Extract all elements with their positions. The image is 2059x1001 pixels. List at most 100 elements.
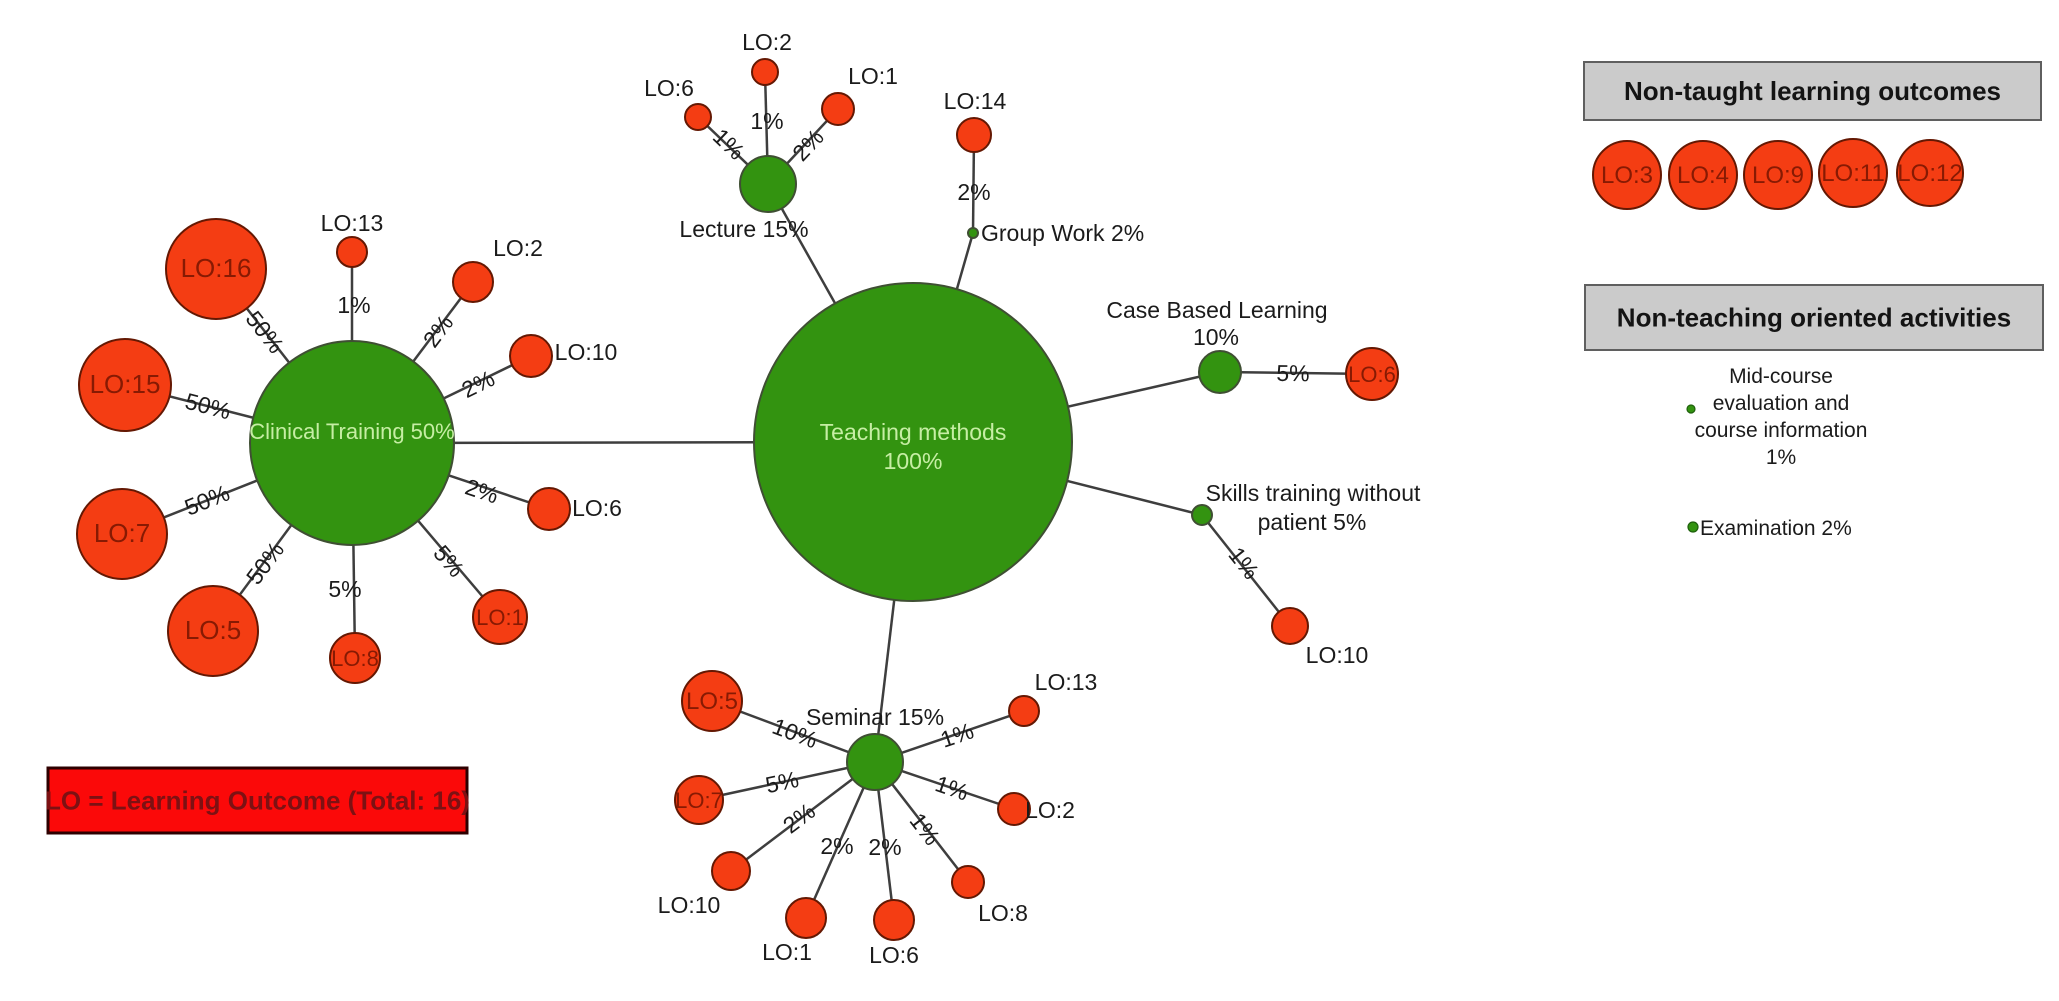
node-sem-lo6-label: LO:6 <box>869 942 919 968</box>
node-nt-lo4 <box>1668 140 1738 210</box>
node-groupwork-label: Group Work 2% <box>981 220 1144 246</box>
edge-cbl-cbl-lo6-percent: 5% <box>1276 360 1310 386</box>
node-ct-lo2 <box>452 261 494 303</box>
node-nt-lo9-text: LO:9 <box>1752 162 1804 189</box>
node-ct-lo15-text: LO:15 <box>90 369 161 399</box>
edge-groupwork-gw-lo14-percent: 2% <box>957 179 990 205</box>
node-ct-lo7-text: LO:7 <box>94 518 150 548</box>
node-nt-lo9 <box>1743 140 1813 210</box>
node-ct-lo13 <box>336 236 368 268</box>
edge-skills-sk-lo10 <box>1201 514 1291 627</box>
node-lec-lo1-label: LO:1 <box>848 63 898 89</box>
node-gw-lo14-label: LO:14 <box>944 88 1007 114</box>
node-ct-lo5-text: LO:5 <box>185 615 241 645</box>
edge-clinical-ct-lo8-percent: 5% <box>328 576 361 602</box>
node-sem-lo5-text: LO:5 <box>686 688 738 715</box>
node-sk-lo10 <box>1271 607 1309 645</box>
midcourse-text-line-0: Mid-course <box>1729 365 1833 388</box>
non-teaching-header-title: Non-teaching oriented activities <box>1617 303 2011 333</box>
node-sem-lo2-label: LO:2 <box>1025 797 1075 823</box>
node-nt-lo12-text: LO:12 <box>1897 160 1962 187</box>
midcourse-text-line-3: 1% <box>1766 446 1796 469</box>
node-cbl-label-1: 10% <box>1193 324 1239 350</box>
node-ct-lo15 <box>78 338 172 432</box>
node-sem-lo1-label: LO:1 <box>762 939 812 965</box>
legend-box <box>46 766 469 835</box>
node-sem-lo1 <box>785 897 827 939</box>
node-ct-lo8 <box>329 632 381 684</box>
non-teaching-header-box <box>1584 284 2044 351</box>
node-seminar <box>846 733 904 791</box>
non-taught-header-box <box>1583 61 2042 121</box>
edge-seminar-sem-lo1-percent: 2% <box>820 833 853 859</box>
node-lec-lo6-label: LO:6 <box>644 75 694 101</box>
panels: Non-taught learning outcomes Non-teaching… <box>45 61 2044 835</box>
node-sem-lo8 <box>951 865 985 899</box>
midcourse-text-line-1: evaluation and <box>1713 392 1850 415</box>
node-nt-lo3 <box>1592 140 1662 210</box>
node-sem-lo7-text: LO:7 <box>675 788 723 813</box>
node-ct-lo5 <box>167 585 259 677</box>
node-lec-lo2 <box>751 58 779 86</box>
node-ct-lo6-label: LO:6 <box>572 495 622 521</box>
node-nt-lo3-text: LO:3 <box>1601 162 1653 189</box>
edge-seminar-sem-lo7 <box>698 760 876 802</box>
node-teaching <box>753 282 1073 602</box>
node-ct-lo8-text: LO:8 <box>331 646 379 671</box>
node-sem-lo2 <box>997 792 1031 826</box>
node-ct-lo16 <box>165 218 267 320</box>
legend-text: LO = Learning Outcome (Total: 16) <box>45 786 470 816</box>
examination-text-line-0: Examination 2% <box>1700 517 1852 540</box>
node-ct-lo13-label: LO:13 <box>321 210 384 236</box>
node-ct-lo16-text: LO:16 <box>181 253 252 283</box>
node-labels: Teaching methods 100% Clinical Training 50… <box>90 29 1963 968</box>
node-gw-lo14 <box>956 117 992 153</box>
node-groupwork <box>967 227 979 239</box>
node-clinical-text: Clinical Training 50% <box>249 419 454 444</box>
node-lecture <box>739 155 797 213</box>
node-skills-label-1: patient 5% <box>1258 509 1367 535</box>
node-sem-lo10 <box>711 851 751 891</box>
node-lec-lo6 <box>684 103 712 131</box>
node-teaching-text: Teaching methods <box>820 419 1007 445</box>
node-cbl-lo6 <box>1345 347 1399 401</box>
edge-labels: 50%1%2%2%2%5%5%50%50%50%1%1%2%2%5%1%10%5… <box>181 108 1310 860</box>
node-ct-lo1 <box>472 589 528 645</box>
node-clinical <box>249 340 455 546</box>
nodes <box>76 58 1964 941</box>
node-nt-lo12 <box>1896 139 1964 207</box>
node-lecture-label: Lecture 15% <box>679 216 808 242</box>
node-ct-lo10-label: LO:10 <box>555 339 618 365</box>
node-lec-lo1 <box>821 92 855 126</box>
node-sem-lo13 <box>1008 695 1040 727</box>
edge-clinical-ct-lo13-percent: 1% <box>337 292 370 318</box>
node-dot-midcourse <box>1686 404 1696 414</box>
node-seminar-label: Seminar 15% <box>806 704 944 730</box>
node-cbl-label: Case Based Learning <box>1106 297 1327 323</box>
node-dot-exam <box>1687 521 1699 533</box>
node-teaching-text: 100% <box>884 448 943 474</box>
node-ct-lo1-text: LO:1 <box>476 605 524 630</box>
node-ct-lo6 <box>527 487 571 531</box>
non-taught-header-title: Non-taught learning outcomes <box>1624 76 2001 106</box>
node-skills <box>1191 504 1213 526</box>
node-sem-lo8-label: LO:8 <box>978 900 1028 926</box>
node-nt-lo11-text: LO:11 <box>1821 160 1885 187</box>
node-ct-lo2-label: LO:2 <box>493 235 543 261</box>
node-lec-lo2-label: LO:2 <box>742 29 792 55</box>
node-sem-lo10-label: LO:10 <box>658 892 721 918</box>
edge-lecture-lec-lo2-percent: 1% <box>750 108 783 134</box>
node-cbl <box>1198 350 1242 394</box>
node-nt-lo11 <box>1818 138 1888 208</box>
node-cbl-lo6-text: LO:6 <box>1348 362 1396 387</box>
node-ct-lo10 <box>509 334 553 378</box>
edge-seminar-sem-lo10 <box>730 761 876 872</box>
node-ct-lo7 <box>76 488 168 580</box>
node-skills-label: Skills training without <box>1206 480 1421 506</box>
node-sem-lo5 <box>681 670 743 732</box>
edge-seminar-sem-lo6-percent: 2% <box>868 834 901 860</box>
node-nt-lo4-text: LO:4 <box>1677 162 1729 189</box>
node-sem-lo7 <box>674 775 724 825</box>
